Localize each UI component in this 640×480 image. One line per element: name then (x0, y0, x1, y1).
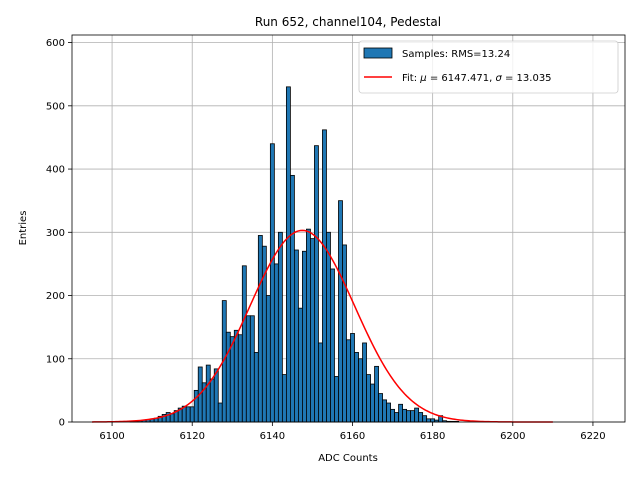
y-tick-label: 200 (46, 291, 65, 302)
legend-fit-sigma-symbol: σ (495, 73, 502, 84)
legend-bar-swatch (363, 47, 393, 59)
histogram-bar (205, 364, 211, 423)
histogram-bar (185, 406, 191, 423)
histogram-bar (285, 86, 291, 423)
histogram-bar (398, 403, 403, 423)
histogram-bar (426, 418, 432, 423)
histogram-bar (277, 231, 283, 423)
histogram-bar (422, 415, 428, 423)
y-tick-label: 0 (59, 418, 65, 429)
histogram-bar (342, 244, 347, 423)
y-axis-ticks: 0 100 200 300 400 500 600 (46, 38, 72, 429)
histogram-bar (249, 315, 255, 423)
legend-samples-label: Samples: RMS=13.24 (402, 49, 510, 60)
y-tick-label: 400 (46, 165, 65, 176)
y-tick-label: 300 (46, 228, 65, 239)
histogram-bar (189, 406, 195, 423)
legend: Samples: RMS=13.24 Fit: μ = 6147.471, σ … (358, 40, 619, 94)
y-tick-label: 600 (46, 38, 65, 49)
plot-frame (71, 34, 626, 423)
histogram-bar (302, 250, 307, 423)
histogram-bar (269, 143, 275, 423)
y-axis-label: Entries (18, 211, 29, 246)
histogram-bar (257, 235, 263, 423)
histogram-bar (306, 228, 311, 423)
histogram-bar (414, 407, 420, 423)
histogram-bar (402, 408, 408, 423)
histogram-bar (374, 365, 379, 423)
histogram-bar (378, 393, 383, 423)
legend-fit-mu-value: = 6147.471, (427, 73, 496, 84)
histogram-bar (169, 413, 175, 423)
x-tick-label: 6220 (580, 431, 605, 442)
x-tick-label: 6200 (500, 431, 525, 442)
histogram-bar (229, 336, 235, 423)
x-axis-ticks: 6100 6120 6140 6160 6180 6200 6220 (99, 422, 606, 442)
histogram-bar (390, 408, 395, 423)
legend-fit-label: Fit: μ = 6147.471, σ = 13.035 (402, 73, 552, 84)
x-tick-label: 6120 (179, 431, 204, 442)
histogram-bar (346, 339, 351, 423)
histogram-bar (253, 352, 259, 423)
histogram-bar (362, 342, 367, 423)
histogram-bar (334, 376, 339, 423)
gaussian-fit-line (92, 229, 553, 423)
histogram-bar (298, 307, 303, 423)
histogram-bar (193, 389, 199, 423)
histogram-bar (382, 399, 387, 423)
histogram-bar (217, 402, 223, 423)
histogram-bar (338, 200, 343, 423)
histogram-bar (314, 145, 319, 423)
y-tick-label: 100 (46, 354, 65, 365)
histogram-bar (410, 410, 416, 423)
histogram-bar (350, 333, 355, 423)
y-tick-label: 500 (46, 101, 65, 112)
histogram-bar (406, 410, 412, 423)
histogram-bar (289, 174, 295, 423)
histogram-bar (326, 231, 331, 423)
histogram-bars (129, 86, 460, 423)
histogram-bar (358, 358, 363, 423)
histogram-bar (354, 352, 359, 423)
histogram-bar (318, 342, 323, 423)
histogram-bar (233, 329, 239, 423)
legend-box (358, 40, 619, 94)
chart-title: Run 652, channel104, Pedestal (255, 15, 441, 29)
histogram-bar (209, 378, 215, 423)
histogram-bar (386, 402, 391, 423)
x-axis-label: ADC Counts (318, 453, 378, 464)
histogram-bar (281, 374, 287, 423)
histogram-bar (225, 331, 231, 423)
histogram-bar (213, 368, 219, 423)
histogram-bar (322, 129, 327, 423)
histogram-bar (394, 412, 399, 423)
histogram-bar (294, 249, 299, 423)
histogram-bar (370, 383, 375, 423)
x-tick-label: 6100 (99, 431, 124, 442)
legend-fit-mu-symbol: μ (419, 73, 426, 84)
histogram-bar (245, 315, 251, 423)
histogram-bar (265, 295, 271, 423)
histogram-bar (310, 238, 315, 423)
x-tick-label: 6160 (340, 431, 365, 442)
histogram-bar (418, 412, 424, 423)
histogram-bar (241, 265, 247, 423)
x-tick-label: 6180 (420, 431, 445, 442)
histogram-bar (330, 268, 335, 423)
histogram-bar (366, 374, 371, 423)
histogram-bar (237, 334, 243, 423)
x-tick-label: 6140 (260, 431, 285, 442)
legend-fit-sigma-value: = 13.035 (502, 73, 552, 84)
legend-fit-prefix: Fit: (402, 73, 420, 84)
histogram-bar (273, 263, 279, 423)
histogram-bar (430, 418, 436, 423)
